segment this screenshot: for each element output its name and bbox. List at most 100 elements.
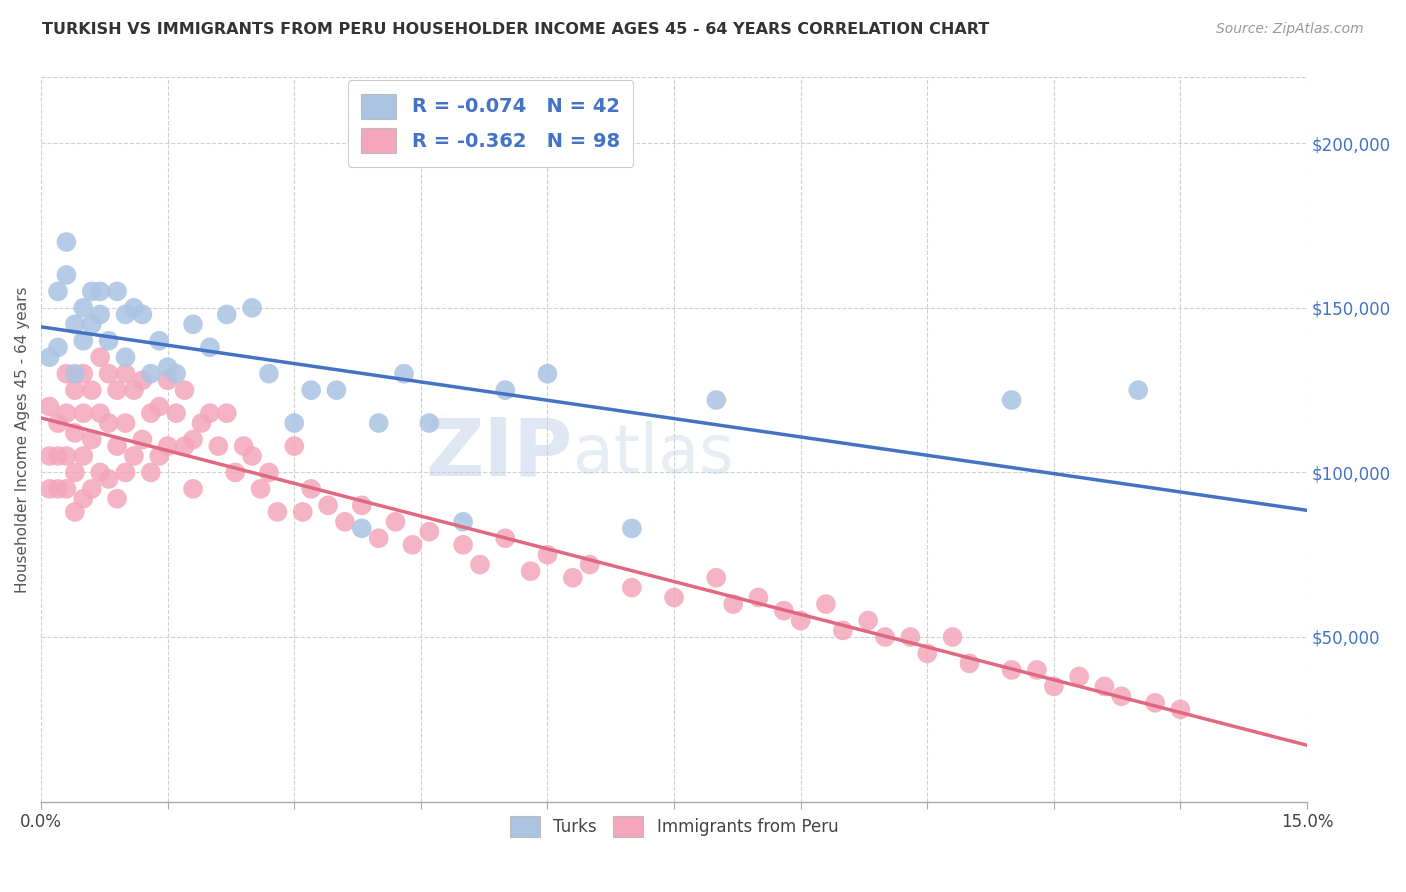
Point — [1111, 690, 1133, 704]
Point — [898, 630, 921, 644]
Point — [873, 630, 896, 644]
Point — [72, 367, 94, 381]
Point — [283, 439, 305, 453]
Point — [299, 383, 322, 397]
Point — [38, 350, 60, 364]
Point — [325, 383, 347, 397]
Point — [721, 597, 744, 611]
Point — [165, 367, 187, 381]
Point — [63, 383, 86, 397]
Point — [131, 307, 153, 321]
Point — [291, 505, 314, 519]
Text: ZIP: ZIP — [426, 415, 572, 493]
Point — [215, 406, 238, 420]
Point — [156, 373, 179, 387]
Point — [72, 406, 94, 420]
Point — [772, 604, 794, 618]
Point — [80, 318, 103, 332]
Point — [72, 491, 94, 506]
Point — [63, 318, 86, 332]
Legend: Turks, Immigrants from Peru: Turks, Immigrants from Peru — [503, 809, 845, 844]
Point — [1144, 696, 1167, 710]
Point — [181, 318, 204, 332]
Point — [367, 416, 389, 430]
Point — [1128, 383, 1150, 397]
Point — [831, 624, 853, 638]
Point — [89, 307, 111, 321]
Point — [46, 449, 69, 463]
Point — [401, 538, 423, 552]
Point — [240, 301, 263, 315]
Point — [122, 449, 145, 463]
Point — [114, 466, 136, 480]
Point — [662, 591, 685, 605]
Point — [451, 538, 474, 552]
Point — [257, 466, 280, 480]
Point — [350, 521, 373, 535]
Point — [148, 400, 170, 414]
Point — [494, 383, 516, 397]
Point — [114, 350, 136, 364]
Point — [856, 614, 879, 628]
Point — [536, 367, 558, 381]
Point — [97, 367, 120, 381]
Point — [266, 505, 288, 519]
Point — [97, 416, 120, 430]
Point — [215, 307, 238, 321]
Point — [418, 416, 440, 430]
Point — [1001, 663, 1024, 677]
Point — [418, 524, 440, 539]
Point — [80, 285, 103, 299]
Point — [105, 383, 128, 397]
Point — [207, 439, 229, 453]
Point — [384, 515, 406, 529]
Point — [46, 416, 69, 430]
Point — [46, 340, 69, 354]
Point — [55, 406, 77, 420]
Point — [114, 416, 136, 430]
Point — [46, 285, 69, 299]
Point — [72, 301, 94, 315]
Point — [89, 350, 111, 364]
Point — [38, 449, 60, 463]
Point — [97, 472, 120, 486]
Point — [941, 630, 963, 644]
Point — [1043, 679, 1066, 693]
Point — [156, 439, 179, 453]
Text: atlas: atlas — [572, 421, 734, 487]
Point — [114, 367, 136, 381]
Point — [224, 466, 246, 480]
Point — [38, 400, 60, 414]
Point — [814, 597, 837, 611]
Point — [131, 373, 153, 387]
Point — [536, 548, 558, 562]
Point — [350, 499, 373, 513]
Point — [55, 482, 77, 496]
Point — [333, 515, 356, 529]
Point — [80, 433, 103, 447]
Y-axis label: Householder Income Ages 45 - 64 years: Householder Income Ages 45 - 64 years — [15, 286, 30, 593]
Point — [148, 334, 170, 348]
Point — [1069, 669, 1091, 683]
Point — [122, 301, 145, 315]
Point — [63, 367, 86, 381]
Point — [468, 558, 491, 572]
Point — [257, 367, 280, 381]
Point — [620, 581, 643, 595]
Point — [915, 647, 938, 661]
Point — [181, 482, 204, 496]
Point — [173, 439, 195, 453]
Point — [181, 433, 204, 447]
Point — [139, 466, 162, 480]
Point — [789, 614, 811, 628]
Point — [198, 406, 221, 420]
Point — [190, 416, 212, 430]
Point — [89, 406, 111, 420]
Point — [55, 367, 77, 381]
Point — [105, 439, 128, 453]
Point — [80, 482, 103, 496]
Point — [240, 449, 263, 463]
Point — [165, 406, 187, 420]
Point — [139, 367, 162, 381]
Point — [72, 449, 94, 463]
